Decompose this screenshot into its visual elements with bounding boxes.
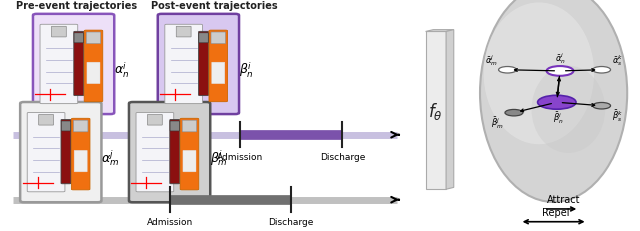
Text: Discharge: Discharge xyxy=(320,152,365,161)
Text: Attract: Attract xyxy=(547,195,580,204)
Text: $\bar{\alpha}^j_m$: $\bar{\alpha}^j_m$ xyxy=(485,53,498,68)
FancyBboxPatch shape xyxy=(61,120,71,184)
Text: Post-event trajectories: Post-event trajectories xyxy=(151,1,278,11)
FancyBboxPatch shape xyxy=(74,32,84,96)
Text: Admission: Admission xyxy=(147,217,193,226)
FancyBboxPatch shape xyxy=(33,15,114,115)
FancyBboxPatch shape xyxy=(129,103,210,202)
FancyBboxPatch shape xyxy=(170,122,179,131)
Text: $\bar{\beta}^k_s$: $\bar{\beta}^k_s$ xyxy=(612,109,623,124)
Circle shape xyxy=(538,96,576,110)
Text: $\beta^i_n$: $\beta^i_n$ xyxy=(239,60,254,79)
FancyBboxPatch shape xyxy=(211,33,225,45)
FancyBboxPatch shape xyxy=(199,34,208,44)
FancyBboxPatch shape xyxy=(40,25,77,104)
FancyBboxPatch shape xyxy=(61,122,70,131)
FancyBboxPatch shape xyxy=(183,151,196,172)
Circle shape xyxy=(499,67,516,74)
FancyBboxPatch shape xyxy=(165,25,202,104)
Circle shape xyxy=(593,103,611,109)
Text: $\bar{\alpha}^i_n$: $\bar{\alpha}^i_n$ xyxy=(554,51,566,66)
FancyBboxPatch shape xyxy=(72,119,90,190)
FancyBboxPatch shape xyxy=(180,119,199,190)
FancyBboxPatch shape xyxy=(51,27,67,38)
Text: $\bar{\alpha}^k_s$: $\bar{\alpha}^k_s$ xyxy=(612,53,623,68)
Text: Pre-event trajectories: Pre-event trajectories xyxy=(16,1,138,11)
Text: $\bar{\beta}^i_n$: $\bar{\beta}^i_n$ xyxy=(553,110,563,126)
Text: $\beta^j_m$: $\beta^j_m$ xyxy=(210,148,228,167)
Polygon shape xyxy=(446,30,454,189)
FancyBboxPatch shape xyxy=(170,120,180,184)
FancyBboxPatch shape xyxy=(212,63,225,84)
FancyBboxPatch shape xyxy=(176,27,191,38)
Text: Admission: Admission xyxy=(217,152,263,161)
Text: $f_\theta$: $f_\theta$ xyxy=(428,100,444,121)
FancyBboxPatch shape xyxy=(28,113,65,192)
Circle shape xyxy=(593,67,611,74)
FancyBboxPatch shape xyxy=(157,15,239,115)
Polygon shape xyxy=(426,30,454,32)
FancyBboxPatch shape xyxy=(86,33,100,45)
FancyBboxPatch shape xyxy=(74,34,83,44)
FancyBboxPatch shape xyxy=(87,63,100,84)
FancyBboxPatch shape xyxy=(74,151,87,172)
Text: $\alpha^j_m$: $\alpha^j_m$ xyxy=(101,148,120,167)
FancyBboxPatch shape xyxy=(74,121,88,132)
Polygon shape xyxy=(426,32,446,189)
FancyBboxPatch shape xyxy=(38,115,54,125)
Circle shape xyxy=(505,110,523,116)
Text: $\bar{\beta}^j_m$: $\bar{\beta}^j_m$ xyxy=(491,116,504,131)
FancyBboxPatch shape xyxy=(198,32,209,96)
FancyBboxPatch shape xyxy=(136,113,173,192)
FancyBboxPatch shape xyxy=(147,115,163,125)
Text: $\alpha^i_n$: $\alpha^i_n$ xyxy=(114,60,129,79)
Text: Discharge: Discharge xyxy=(269,217,314,226)
FancyBboxPatch shape xyxy=(182,121,196,132)
Circle shape xyxy=(547,67,573,76)
FancyBboxPatch shape xyxy=(209,31,228,102)
Ellipse shape xyxy=(484,3,594,145)
FancyBboxPatch shape xyxy=(84,31,103,102)
Text: Repel: Repel xyxy=(542,207,569,217)
Ellipse shape xyxy=(480,0,627,202)
FancyBboxPatch shape xyxy=(20,103,101,202)
Ellipse shape xyxy=(532,67,605,153)
